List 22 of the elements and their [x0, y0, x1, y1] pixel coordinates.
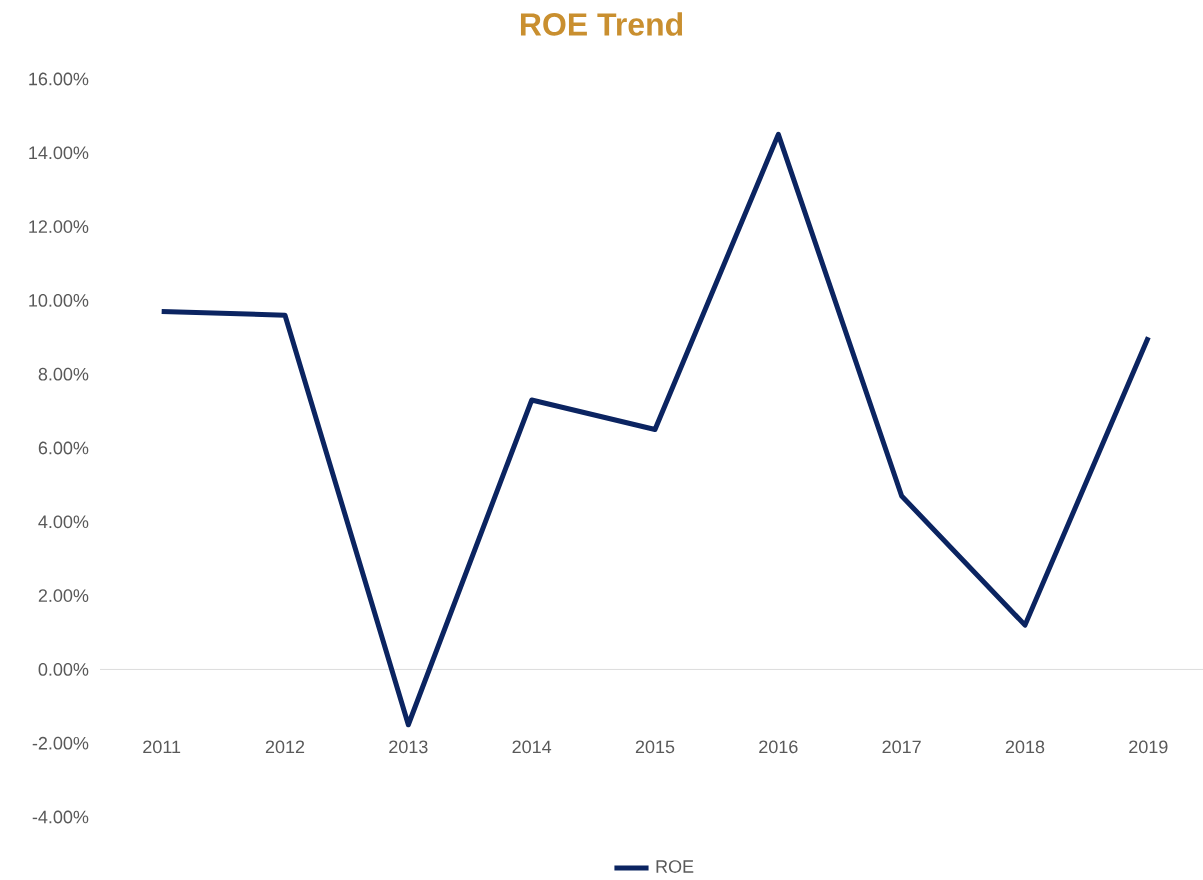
x-tick-label: 2015 — [635, 740, 675, 754]
y-tick-label: 0.00% — [38, 663, 89, 676]
y-tick-label: 12.00% — [29, 220, 89, 233]
x-tick-label: 2011 — [143, 740, 181, 754]
y-tick-label: 4.00% — [38, 515, 89, 529]
x-tick-label: 2017 — [882, 740, 921, 754]
y-tick-label: -2.00% — [32, 736, 89, 750]
y-tick-label: 14.00% — [29, 146, 89, 160]
legend-label: ROE — [656, 860, 694, 873]
y-tick-label: 8.00% — [38, 367, 89, 381]
x-tick-label: 2014 — [512, 740, 552, 754]
x-tick-label: 2018 — [1005, 740, 1045, 754]
x-tick-label: 2016 — [759, 740, 798, 754]
y-tick-label: 6.00% — [38, 441, 89, 455]
x-tick-label: 2012 — [265, 740, 305, 754]
x-tick-label: 2013 — [389, 740, 428, 754]
y-tick-label: 16.00% — [29, 72, 89, 86]
y-tick-label: 2.00% — [38, 589, 89, 602]
x-tick-label: 2019 — [1129, 740, 1168, 754]
y-tick-label: 10.00% — [29, 294, 89, 307]
y-tick-label: -4.00% — [32, 810, 89, 824]
chart-title: ROE Trend — [520, 12, 683, 36]
